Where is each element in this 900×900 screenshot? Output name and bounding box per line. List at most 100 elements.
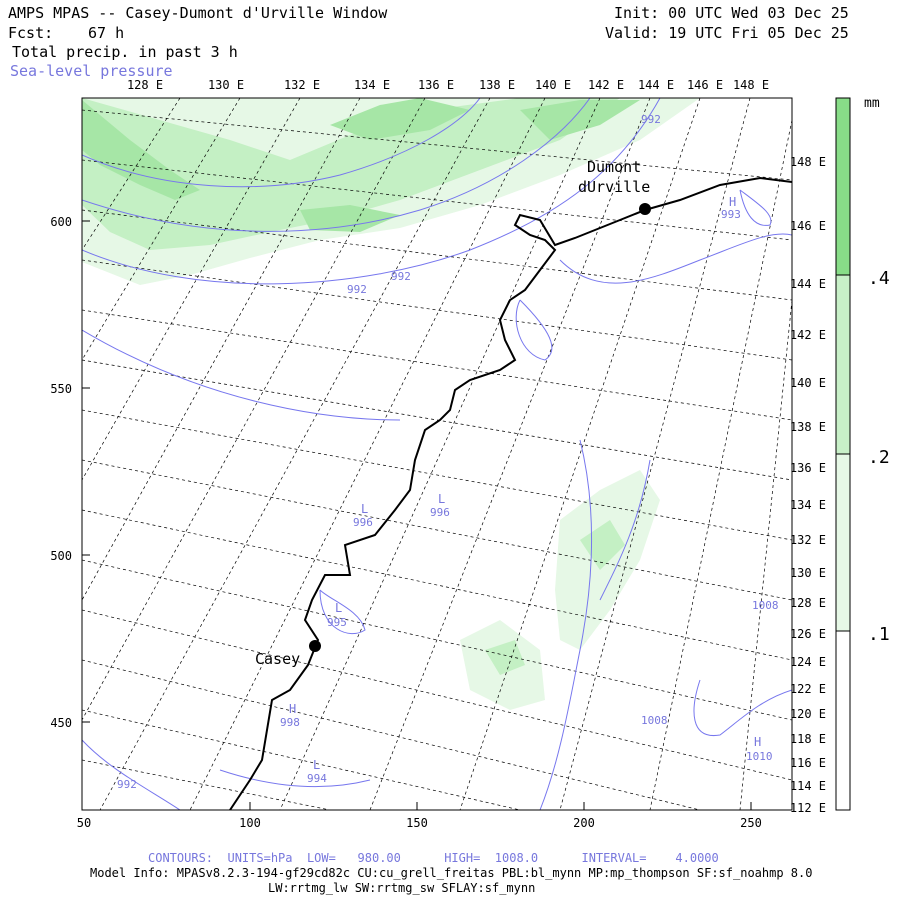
edge-label: 130 E bbox=[790, 566, 826, 580]
isobar bbox=[82, 739, 181, 810]
edge-label: 140 E bbox=[790, 376, 826, 390]
pressure-center: H bbox=[729, 195, 736, 209]
slp-contours bbox=[82, 98, 792, 810]
isobar bbox=[693, 679, 792, 736]
model-info-line2: LW:rrtmg_lw SW:rrtmg_sw SFLAY:sf_mynn bbox=[268, 881, 536, 895]
contour-info: CONTOURS: UNITS=hPa LOW= 980.00 HIGH= 10… bbox=[148, 851, 719, 865]
graticule bbox=[82, 98, 792, 810]
isobar bbox=[82, 98, 661, 285]
parallel-line bbox=[82, 409, 792, 541]
colorbar: mm .4 .2 .1 bbox=[835, 96, 890, 811]
lon-label: 132 E bbox=[284, 78, 320, 92]
precip-band-heavy-1 bbox=[82, 100, 200, 200]
parallel-line bbox=[82, 509, 792, 661]
precip-band-heavy-2 bbox=[330, 98, 470, 140]
station-dumont-marker bbox=[639, 203, 651, 215]
valid-time: Valid: 19 UTC Fri 05 Dec 25 bbox=[605, 24, 849, 42]
parallel-line bbox=[82, 459, 792, 601]
plot-frame bbox=[81, 97, 793, 811]
meridian-line bbox=[739, 299, 792, 810]
station-casey-label: Casey bbox=[255, 650, 300, 668]
parallel-line bbox=[82, 159, 792, 241]
lon-label: 138 E bbox=[479, 78, 515, 92]
isobar bbox=[82, 98, 481, 188]
station-casey-marker bbox=[309, 640, 321, 652]
colorbar-label: .2 bbox=[868, 447, 890, 468]
parallel-line bbox=[82, 209, 792, 301]
fcst-value: 67 h bbox=[88, 24, 125, 42]
isobar bbox=[739, 189, 772, 226]
precip-patch-inner-2 bbox=[485, 640, 525, 675]
overlay-label: Sea-level pressure bbox=[10, 62, 173, 80]
colorbar-unit: mm bbox=[864, 96, 880, 111]
pressure-center: L bbox=[361, 502, 368, 516]
edge-label: 134 E bbox=[790, 498, 826, 512]
axis-label: 150 bbox=[406, 816, 428, 830]
parallel-line bbox=[82, 709, 521, 810]
colorbar-segment-0 bbox=[836, 631, 850, 810]
station-dumont-label: Dumont bbox=[587, 158, 641, 176]
left-axis: 600 550 500 450 bbox=[50, 215, 90, 730]
axis-label: 500 bbox=[50, 549, 72, 563]
parallel-line bbox=[82, 309, 792, 421]
parallel-line bbox=[82, 659, 701, 810]
lon-label: 148 E bbox=[733, 78, 769, 92]
top-lon-labels: 128 E 130 E 132 E 134 E 136 E 138 E 140 … bbox=[127, 78, 769, 92]
isobar bbox=[539, 439, 593, 810]
lon-label: 134 E bbox=[354, 78, 390, 92]
lon-label: 128 E bbox=[127, 78, 163, 92]
meridian-line bbox=[82, 98, 426, 721]
coastline bbox=[229, 176, 792, 810]
meridian-line bbox=[459, 98, 701, 810]
contour-value: 1008 bbox=[641, 714, 668, 727]
edge-label: 124 E bbox=[790, 655, 826, 669]
meridian-line bbox=[559, 98, 751, 810]
edge-label: 116 E bbox=[790, 756, 826, 770]
lon-label: 142 E bbox=[588, 78, 624, 92]
edge-label: 114 E bbox=[790, 779, 826, 793]
colorbar-segment-0.1 bbox=[836, 454, 850, 631]
edge-label: 126 E bbox=[790, 627, 826, 641]
contour-value: 996 bbox=[430, 506, 450, 519]
pressure-center: L bbox=[335, 601, 342, 615]
precip-band-mid bbox=[82, 98, 620, 250]
edge-label: 120 E bbox=[790, 707, 826, 721]
model-info: Model Info: MPASv8.2.3-194-gf29cd82c CU:… bbox=[90, 866, 813, 880]
lon-label: 146 E bbox=[687, 78, 723, 92]
axis-label: 100 bbox=[239, 816, 261, 830]
lon-label: 140 E bbox=[535, 78, 571, 92]
edge-label: 144 E bbox=[790, 277, 826, 291]
contour-value: 992 bbox=[391, 270, 411, 283]
lon-label: 136 E bbox=[418, 78, 454, 92]
map-plot: Dumont dUrville Casey 992 992 992 993 99… bbox=[82, 98, 792, 810]
isobar bbox=[599, 459, 651, 601]
meridian-line bbox=[189, 98, 546, 810]
axis-label: 200 bbox=[573, 816, 595, 830]
edge-label: 112 E bbox=[790, 801, 826, 815]
pressure-centers: H L L L H L H bbox=[289, 195, 761, 772]
isobar bbox=[319, 589, 366, 635]
contour-value: 993 bbox=[721, 208, 741, 221]
precip-band-heavy-4 bbox=[300, 205, 400, 232]
colorbar-segment-0.4 bbox=[836, 98, 850, 275]
colorbar-label: .1 bbox=[868, 624, 890, 645]
contour-labels: 992 992 992 993 996 996 995 998 994 992 … bbox=[117, 113, 779, 791]
edge-label: 132 E bbox=[790, 533, 826, 547]
edge-label: 142 E bbox=[790, 328, 826, 342]
isobar bbox=[219, 769, 371, 788]
contour-value: 992 bbox=[347, 283, 367, 296]
pressure-center: H bbox=[754, 735, 761, 749]
contour-value: 1010 bbox=[746, 750, 773, 763]
edge-label: 122 E bbox=[790, 682, 826, 696]
meridian-line bbox=[279, 98, 601, 810]
isobar bbox=[82, 98, 591, 232]
isobar bbox=[559, 233, 792, 284]
precip-band-heavy-3 bbox=[520, 100, 640, 140]
colorbar-segment-0.2 bbox=[836, 275, 850, 454]
contour-value: 995 bbox=[327, 616, 347, 629]
axis-label: 50 bbox=[77, 816, 91, 830]
axis-label: 600 bbox=[50, 215, 72, 229]
parallel-line bbox=[82, 759, 331, 810]
colorbar-label: .4 bbox=[868, 268, 890, 289]
